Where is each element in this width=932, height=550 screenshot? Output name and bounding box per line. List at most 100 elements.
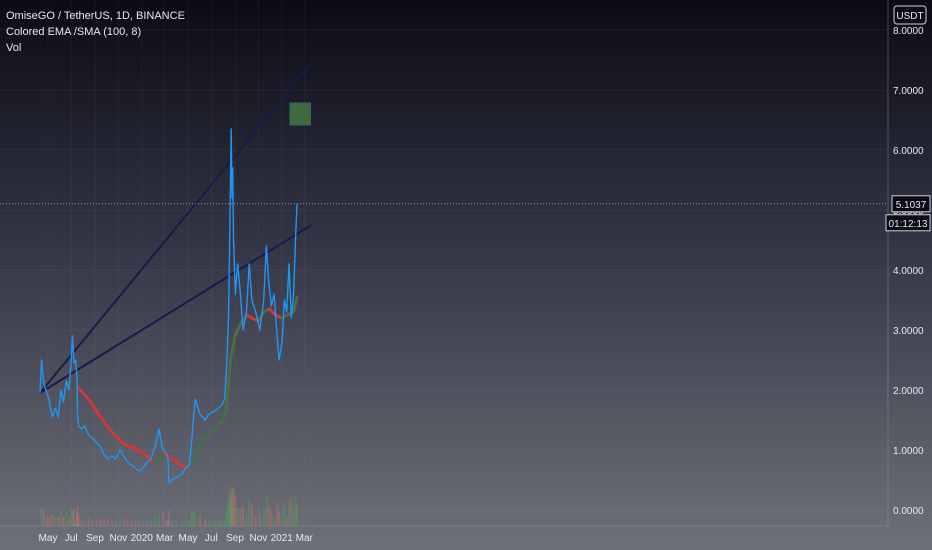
- ema-segment: [221, 406, 229, 422]
- volume-bar: [45, 517, 48, 526]
- volume-bar: [42, 510, 45, 526]
- volume-bar: [103, 518, 106, 526]
- volume-bar: [110, 520, 113, 526]
- volume-bar: [65, 512, 68, 526]
- currency-badge[interactable]: [893, 5, 927, 25]
- volume-bar: [126, 519, 129, 526]
- volume-bar: [167, 510, 170, 526]
- volume-bar: [232, 488, 235, 526]
- volume-bar: [248, 499, 251, 526]
- volume-bar: [262, 508, 265, 526]
- ema-segment: [233, 322, 242, 338]
- volume-bar: [223, 519, 226, 526]
- ema-segment: [191, 442, 202, 464]
- x-tick-label: Nov: [249, 533, 267, 544]
- ema-segment: [98, 415, 114, 434]
- volume-bar: [231, 508, 234, 526]
- x-tick-label: Mar: [296, 533, 314, 544]
- volume-bar: [184, 519, 187, 526]
- ema-segment: [292, 295, 299, 314]
- volume-bar: [70, 508, 73, 526]
- trendline[interactable]: [39, 62, 313, 394]
- volume-bar: [48, 517, 51, 526]
- x-tick-label: May: [179, 533, 198, 544]
- volume-bar: [83, 520, 86, 526]
- volume-bar: [149, 520, 152, 526]
- x-tick-label: Jul: [205, 533, 218, 544]
- ema-segment: [122, 442, 137, 450]
- volume-bar: [154, 516, 157, 526]
- price-line[interactable]: [39, 128, 298, 484]
- volume-bar: [285, 516, 288, 526]
- volume-bar: [118, 517, 121, 526]
- volume-bar: [292, 510, 295, 526]
- volume-bar: [40, 506, 43, 526]
- symbol-title[interactable]: OmiseGO / TetherUS, 1D, BINANCE: [6, 10, 185, 22]
- volume-bar: [239, 508, 242, 526]
- volume-bar: [227, 499, 230, 526]
- volume-bar: [267, 505, 270, 526]
- volume-bar: [283, 502, 286, 526]
- volume-bar: [194, 512, 197, 526]
- volume-bar: [54, 517, 57, 526]
- volume-bar: [167, 519, 170, 526]
- price-labels: 5.1037 01:12:13 USDT: [885, 5, 931, 232]
- volume-bar: [91, 520, 94, 526]
- volume-bar: [242, 505, 245, 526]
- y-tick-label: 1.0000: [893, 446, 924, 457]
- volume-bar: [213, 520, 216, 526]
- indicator-name[interactable]: Colored EMA /SMA (100, 8): [6, 26, 142, 38]
- volume-bar: [62, 516, 65, 526]
- volume-bar: [122, 519, 125, 526]
- volume-bar: [57, 517, 60, 526]
- ema-segment: [228, 334, 237, 362]
- volume-bar: [198, 515, 201, 526]
- x-tick-label: Sep: [226, 533, 244, 544]
- x-tick-label: Nov: [109, 533, 127, 544]
- volume-bar: [270, 510, 273, 526]
- volume-bar: [60, 509, 63, 526]
- volume-bar: [192, 510, 195, 526]
- last-price-tag: [891, 195, 931, 213]
- volume-bar: [296, 505, 299, 526]
- y-tick-label: 6.0000: [893, 146, 924, 157]
- volume-bar: [76, 513, 79, 526]
- volume-bar: [265, 496, 268, 526]
- y-tick-label: 0.0000: [893, 506, 924, 517]
- volume-bar: [180, 520, 183, 526]
- currency-badge-label[interactable]: USDT: [896, 11, 923, 22]
- y-tick-label: 7.0000: [893, 86, 924, 97]
- volume-bar: [290, 496, 293, 526]
- volume-bar: [170, 520, 173, 526]
- volume-bar: [161, 512, 164, 526]
- ema-segment: [87, 397, 102, 419]
- volume-indicator-name[interactable]: Vol: [6, 42, 22, 54]
- volume-bar: [245, 513, 248, 526]
- volume-bar: [51, 515, 54, 526]
- volume-bar: [188, 520, 191, 526]
- volume-bar: [278, 510, 281, 526]
- volume-bar: [165, 520, 168, 526]
- volume-bars: [40, 485, 299, 526]
- volume-bar: [220, 520, 223, 526]
- countdown-tag: [885, 214, 931, 232]
- y-tick-label: 8.0000: [893, 26, 924, 37]
- volume-bar: [287, 499, 290, 526]
- volume-bar: [208, 519, 211, 526]
- target-zone-box[interactable]: [288, 101, 313, 127]
- volume-bar: [229, 494, 232, 526]
- volume-bar: [74, 520, 77, 526]
- volume-bar: [157, 513, 160, 526]
- volume-bar: [95, 519, 98, 526]
- volume-bar: [258, 513, 261, 526]
- volume-bar: [273, 516, 276, 526]
- volume-bar: [234, 496, 237, 526]
- x-tick-label: Jul: [65, 533, 78, 544]
- y-tick-label: 2.0000: [893, 386, 924, 397]
- volume-bar: [230, 498, 233, 526]
- volume-bar: [294, 496, 297, 526]
